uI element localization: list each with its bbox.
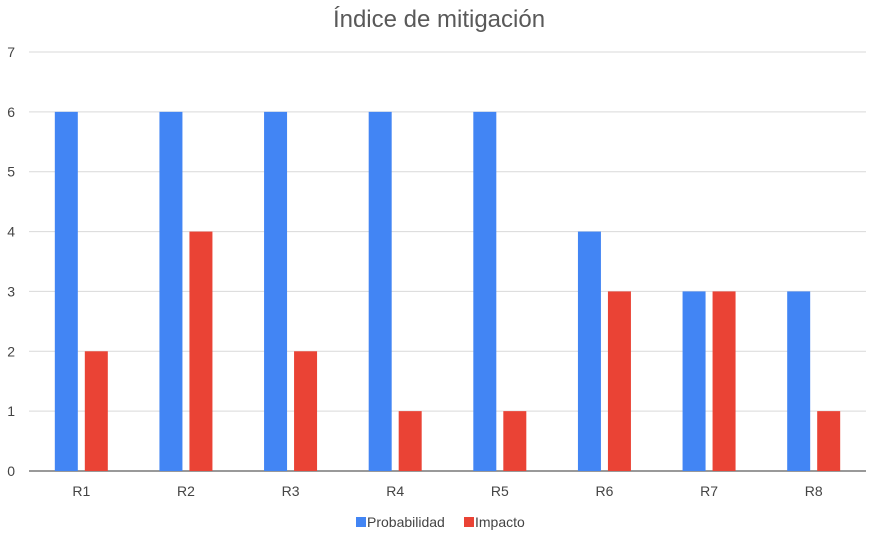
bar-impacto-r3 xyxy=(294,351,318,471)
gridlines xyxy=(29,51,866,472)
x-tick-label: R7 xyxy=(700,483,718,499)
x-tick-label: R6 xyxy=(595,483,613,499)
bar-impacto-r5 xyxy=(503,411,527,471)
bar-probabilidad-r8 xyxy=(787,291,811,471)
y-tick-label: 0 xyxy=(7,463,15,479)
bar-impacto-r7 xyxy=(712,291,736,471)
x-axis-ticks: R1 R2 R3 R4 R5 R6 R7 R8 xyxy=(72,483,822,499)
bar-probabilidad-r1 xyxy=(54,111,78,471)
bar-probabilidad-r2 xyxy=(159,111,183,471)
bar-probabilidad-r3 xyxy=(264,111,288,471)
bar-impacto-r4 xyxy=(398,411,422,471)
bar-probabilidad-r4 xyxy=(368,111,392,471)
y-axis-ticks: 0 1 2 3 4 5 6 7 xyxy=(7,44,15,479)
x-tick-label: R1 xyxy=(72,483,90,499)
y-tick-label: 5 xyxy=(7,164,15,180)
x-tick-label: R5 xyxy=(491,483,509,499)
legend-label: Impacto xyxy=(475,514,525,530)
legend-label: Probabilidad xyxy=(367,514,445,530)
x-tick-label: R3 xyxy=(282,483,300,499)
bar-impacto-r8 xyxy=(817,411,841,471)
y-tick-label: 1 xyxy=(7,403,15,419)
bar-probabilidad-r5 xyxy=(473,111,497,471)
legend-item-probabilidad: Probabilidad xyxy=(356,514,445,530)
y-tick-label: 2 xyxy=(7,343,15,359)
legend: Probabilidad Impacto xyxy=(356,514,525,530)
legend-swatch xyxy=(356,517,366,527)
bars xyxy=(54,111,841,471)
bar-probabilidad-r6 xyxy=(577,231,601,471)
y-tick-label: 7 xyxy=(7,44,15,60)
x-tick-label: R4 xyxy=(386,483,404,499)
legend-swatch xyxy=(464,517,474,527)
chart-title: Índice de mitigación xyxy=(333,6,545,33)
x-tick-label: R2 xyxy=(177,483,195,499)
legend-item-impacto: Impacto xyxy=(464,514,525,530)
bar-impacto-r1 xyxy=(84,351,108,471)
y-tick-label: 4 xyxy=(7,224,15,240)
y-tick-label: 3 xyxy=(7,283,15,299)
y-tick-label: 6 xyxy=(7,104,15,120)
x-tick-label: R8 xyxy=(805,483,823,499)
bar-probabilidad-r7 xyxy=(682,291,706,471)
bar-impacto-r2 xyxy=(189,231,213,471)
bar-impacto-r6 xyxy=(607,291,631,471)
